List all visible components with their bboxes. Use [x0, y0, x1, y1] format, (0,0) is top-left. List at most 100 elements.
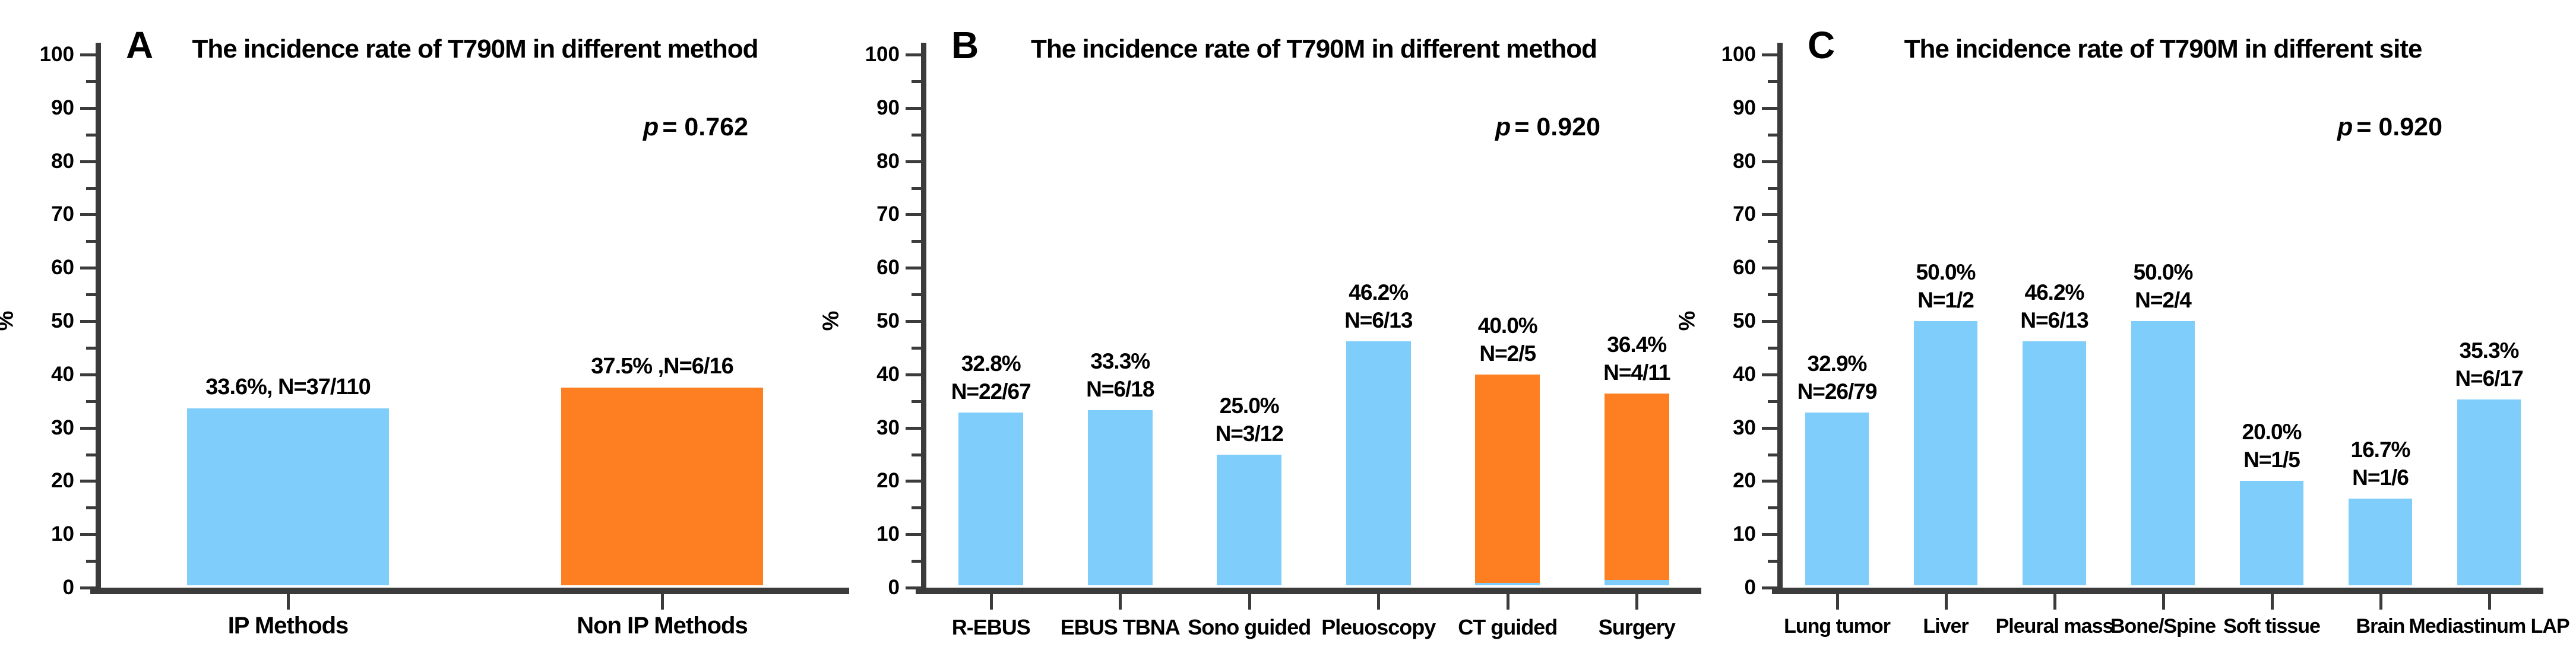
x-axis-line — [916, 588, 1701, 594]
bar-soft-tissue — [2240, 481, 2303, 585]
x-category-label: Brain — [2356, 615, 2406, 638]
plot-area-b: 0 10 20 30 40 50 60 70 80 90 100% 32.8% N=22/67 R-EB… — [819, 0, 1717, 666]
bar-value-label: 37.5% ,N=6/16 — [591, 354, 733, 379]
y-tick-label: 80 — [1733, 149, 1756, 173]
p-value-c: p = 0.920 — [2193, 113, 2442, 142]
y-tick-label: 50 — [876, 309, 900, 332]
y-tick-label: 80 — [876, 149, 900, 173]
y-minor-tick — [86, 346, 96, 350]
bar-value-label: 25.0% N=3/12 — [1215, 393, 1284, 446]
x-category-label: Bone/Spine — [2110, 615, 2216, 638]
bar-value-label: 20.0% N=1/5 — [2242, 420, 2302, 472]
panel-letter-c: C — [1808, 24, 1836, 66]
y-major-tick — [906, 267, 921, 270]
x-category-label: EBUS TBNA — [1060, 615, 1181, 639]
y-minor-tick — [86, 186, 96, 190]
bar-brain — [2349, 499, 2412, 585]
y-tick-label: 40 — [51, 362, 74, 386]
bar-r-ebus — [958, 413, 1024, 585]
bar-sono-guided — [1217, 454, 1282, 585]
y-tick-label: 50 — [1733, 309, 1756, 332]
plot-area-c: 0 10 20 30 40 50 60 70 80 90 100% 32.9% N=26/79 Lung… — [1675, 0, 2576, 666]
y-major-tick — [906, 213, 921, 217]
y-major-tick — [80, 533, 96, 537]
x-tick — [1506, 594, 1509, 610]
y-tick-label: 80 — [51, 149, 74, 173]
y-tick-label: 10 — [1733, 522, 1756, 546]
y-tick-label: 90 — [876, 96, 900, 119]
bar-value-label: 32.8% N=22/67 — [951, 351, 1031, 404]
x-tick — [1635, 594, 1639, 610]
y-minor-tick — [1768, 560, 1777, 563]
chart-title-b: The incidence rate of T790M in different… — [1031, 34, 1597, 64]
y-major-tick — [80, 106, 96, 110]
bar-value-label: 50.0% N=1/2 — [1916, 260, 1976, 312]
x-tick — [1944, 594, 1948, 610]
y-minor-tick — [86, 399, 96, 403]
bar-value-label: 33.3% N=6/18 — [1086, 348, 1154, 401]
y-tick-label: 100 — [39, 43, 74, 66]
panel-letter-b: B — [951, 24, 979, 66]
x-tick — [989, 594, 993, 610]
y-major-tick — [1762, 426, 1777, 430]
bar-liver — [1914, 321, 1977, 585]
x-tick — [2379, 594, 2382, 610]
y-minor-tick — [912, 186, 921, 190]
y-tick-label: 70 — [876, 202, 900, 226]
x-tick — [2053, 594, 2056, 610]
y-tick-label: 10 — [876, 522, 900, 546]
y-minor-tick — [86, 240, 96, 243]
bar-value-label: 40.0% N=2/5 — [1477, 313, 1538, 366]
y-minor-tick — [1768, 186, 1777, 190]
bar-value-label: 46.2% N=6/13 — [1344, 280, 1413, 333]
y-minor-tick — [86, 133, 96, 137]
bar-value-label: 36.4% N=4/11 — [1603, 332, 1670, 385]
bar-pleuoscopy — [1346, 341, 1411, 585]
x-tick — [2488, 594, 2491, 610]
y-tick-label: 70 — [1733, 202, 1756, 226]
y-axis-label: % — [0, 303, 19, 339]
y-axis-line — [1777, 43, 1783, 594]
y-major-tick — [80, 586, 96, 589]
y-major-tick — [1762, 160, 1777, 163]
y-tick-label: 90 — [1733, 96, 1756, 119]
y-tick-label: 40 — [1733, 362, 1756, 386]
y-tick-label: 30 — [51, 416, 74, 439]
y-axis-line — [96, 43, 101, 594]
y-major-tick — [906, 160, 921, 163]
y-major-tick — [80, 426, 96, 430]
x-category-label: IP Methods — [227, 613, 349, 639]
bar-value-label: 35.3% N=6/17 — [2455, 338, 2523, 391]
y-major-tick — [1762, 373, 1777, 376]
chart-title-c: The incidence rate of T790M in different… — [1904, 34, 2423, 64]
y-tick-label: 30 — [1733, 416, 1756, 439]
bar-ebus-tbna — [1087, 410, 1153, 585]
y-tick-label: 30 — [876, 416, 900, 439]
bar-ip-methods — [186, 408, 390, 585]
y-tick-label: 0 — [888, 576, 900, 599]
x-axis-line — [90, 588, 849, 594]
x-tick — [2162, 594, 2165, 610]
x-tick — [1836, 594, 1839, 610]
y-minor-tick — [1768, 293, 1777, 297]
bar-surgery — [1604, 394, 1669, 585]
y-minor-tick — [86, 453, 96, 456]
panel-letter-a: A — [126, 24, 154, 66]
y-minor-tick — [86, 293, 96, 297]
x-category-label: CT guided — [1458, 615, 1558, 639]
x-tick — [287, 594, 290, 610]
bar-pleural-mass — [2023, 341, 2086, 585]
y-axis-label: % — [818, 310, 844, 331]
y-major-tick — [906, 53, 921, 56]
bar-lung-tumor — [1805, 412, 1869, 585]
y-axis-label: % — [1675, 310, 1700, 331]
y-major-tick — [906, 480, 921, 483]
y-minor-tick — [912, 133, 921, 137]
y-minor-tick — [912, 293, 921, 297]
y-major-tick — [80, 480, 96, 483]
bar-ct-guided — [1475, 374, 1540, 585]
y-tick-label: 60 — [51, 256, 74, 280]
y-major-tick — [1762, 533, 1777, 537]
panel-a: A The incidence rate of T790M in differe… — [0, 0, 859, 666]
bar-value-label: 32.9% N=26/79 — [1797, 351, 1878, 404]
